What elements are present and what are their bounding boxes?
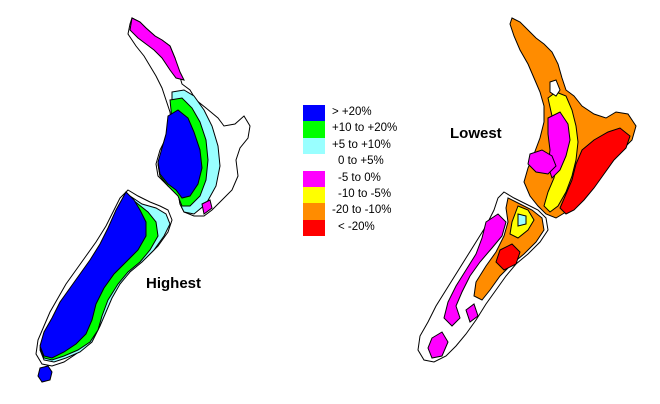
- legend-label: +5 to +10%: [332, 138, 391, 151]
- legend-label: +10 to +20%: [332, 122, 398, 135]
- legend-item: -5 to 0%: [303, 170, 423, 187]
- legend-swatch: [303, 154, 325, 171]
- legend-label: -5 to 0%: [338, 171, 381, 184]
- legend-label: < -20%: [338, 220, 375, 233]
- legend-swatch: [303, 203, 325, 220]
- south-island-magenta-1: [443, 213, 507, 327]
- south-island-red: [495, 243, 521, 271]
- legend-label: > +20%: [332, 106, 372, 118]
- south-island-cyan-lowest: [517, 213, 527, 227]
- legend-item: > +20%: [303, 105, 423, 122]
- south-island-blue: [39, 191, 147, 359]
- north-island-blue: [157, 109, 203, 199]
- legend-label: -20 to -10%: [332, 204, 392, 217]
- legend: > +20% +10 to +20% +5 to +10% 0 to +5% -…: [303, 105, 423, 237]
- legend-item: +10 to +20%: [303, 121, 423, 138]
- north-island-red: [559, 127, 631, 215]
- legend-swatch: [303, 137, 325, 155]
- stewart-island-highest: [37, 365, 53, 383]
- south-island-magenta-3: [465, 303, 479, 323]
- wellington-decrease: [201, 199, 213, 215]
- legend-swatch: [303, 105, 325, 122]
- south-island-magenta-2: [427, 331, 449, 359]
- legend-label: 0 to +5%: [338, 155, 384, 168]
- legend-item: 0 to +5%: [303, 154, 423, 171]
- legend-item: +5 to +10%: [303, 137, 423, 155]
- highest-title: Highest: [146, 275, 202, 292]
- north-island-magenta-2: [527, 149, 557, 175]
- legend-item: -10 to -5%: [303, 186, 423, 204]
- legend-swatch: [303, 186, 325, 204]
- north-island-white: [549, 79, 561, 97]
- legend-swatch: [303, 219, 325, 237]
- legend-item: < -20%: [303, 219, 423, 237]
- legend-label: -10 to -5%: [338, 187, 392, 200]
- north-tip-decrease: [129, 17, 185, 81]
- legend-swatch: [303, 170, 325, 187]
- legend-swatch: [303, 121, 325, 138]
- lowest-title: Lowest: [450, 125, 502, 142]
- legend-item: -20 to -10%: [303, 203, 423, 220]
